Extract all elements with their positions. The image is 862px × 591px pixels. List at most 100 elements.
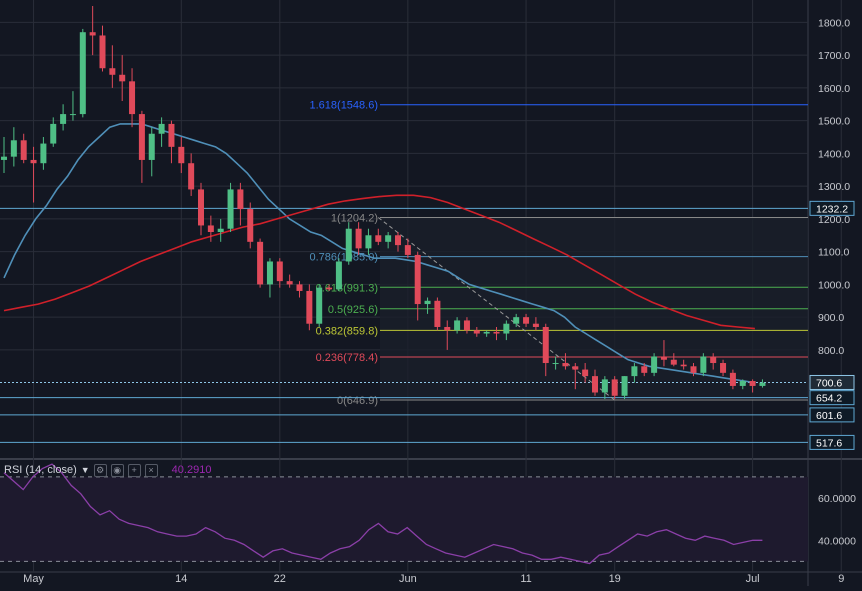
price-tick-label: 1200.0 [818, 214, 850, 226]
time-tick-label: Jun [399, 573, 417, 585]
price-level-label: 654.2 [816, 393, 842, 405]
price-level-label: 1232.2 [816, 203, 848, 215]
eye-icon[interactable]: ◉ [110, 463, 124, 477]
candle-body [335, 261, 342, 290]
moving-average-fast [3, 123, 756, 384]
candle-body [552, 363, 559, 365]
candle-body [345, 228, 352, 262]
candle-body [99, 35, 106, 69]
candle-body [178, 146, 185, 164]
candle-body [641, 366, 648, 373]
time-tick-label: 14 [175, 573, 187, 585]
price-tick-label: 1600.0 [818, 83, 850, 95]
fib-level-label: 1.618(1548.6) [310, 100, 379, 112]
price-level-badge [809, 434, 855, 450]
candle-body [414, 254, 421, 305]
candle-body [680, 364, 687, 367]
candle-body [395, 235, 401, 246]
candle-body [631, 366, 638, 377]
candle-body [296, 284, 303, 291]
rsi-panel: 60.0000 40.0000 [0, 463, 856, 565]
candle-body [621, 376, 628, 396]
candle-body [316, 287, 323, 324]
price-level-label: 700.6 [816, 377, 842, 389]
price-tick-label: 1800.0 [818, 17, 850, 29]
price-level-label: 601.6 [816, 410, 842, 422]
candle-body [375, 235, 382, 242]
candle-body [572, 366, 579, 370]
candle-body [611, 379, 618, 396]
candle-body [69, 114, 76, 116]
candle-body [601, 379, 608, 393]
candle-body [129, 81, 136, 115]
price-tick-label: 1700.0 [818, 50, 850, 62]
chevron-down-icon[interactable]: ▼ [80, 465, 90, 475]
candle-body [148, 133, 155, 160]
fib-level-label: 0(646.9) [337, 395, 378, 407]
candle-body [355, 228, 362, 249]
price-tick-label: 800.0 [818, 345, 844, 357]
candle-body [404, 245, 411, 255]
rsi-tick-label: 40.0000 [818, 535, 856, 547]
rsi-label[interactable]: RSI (14, close) [4, 464, 77, 476]
candle-body [424, 300, 431, 305]
candle-body [30, 159, 37, 164]
rsi-toolbar: RSI (14, close) ▼ ⚙ ◉ + × 40.2910 [4, 462, 211, 478]
price-level-badge [809, 374, 855, 390]
candle-body [79, 32, 86, 115]
candle-body [434, 300, 441, 327]
time-axis[interactable]: May 14 22 Jun 11 19 Jul 9 [23, 573, 844, 585]
candle-body [739, 381, 746, 386]
candle-body [651, 356, 658, 373]
time-tick-label: 19 [609, 573, 621, 585]
candle-body [759, 382, 766, 386]
horizontal-levels[interactable]: 1232.2 700.6 654.2 601.6 517.6 [0, 200, 855, 450]
candle-body [40, 143, 47, 164]
ma-slow-line [3, 194, 755, 330]
candle-body [10, 140, 17, 157]
candle-body [729, 372, 736, 386]
close-icon[interactable]: × [144, 463, 158, 477]
time-tick-label: 11 [520, 573, 531, 585]
candle-body [247, 209, 254, 242]
candle-body [385, 235, 392, 242]
candle-body [513, 317, 520, 324]
candle-body [710, 356, 717, 364]
candle-body [473, 330, 480, 334]
time-tick-label: 9 [838, 573, 844, 585]
price-tick-label: 900.0 [818, 312, 844, 324]
time-tick-label: 22 [274, 573, 286, 585]
fibonacci-retracement[interactable]: 0(646.9) 0.236(778.4) 0.382(859.8) 0.5(925.… [310, 100, 809, 407]
candle-body [503, 323, 510, 334]
moving-average-slow [3, 194, 755, 330]
price-tick-label: 1500.0 [818, 116, 850, 128]
candle-body [207, 225, 214, 232]
fib-level-label: 0.5(925.6) [328, 304, 378, 316]
candle-body [562, 363, 569, 367]
candle-body [542, 326, 549, 364]
fib-level-label: 0.382(859.8) [316, 325, 378, 337]
candle-body [158, 123, 165, 134]
candle-body [60, 114, 67, 124]
price-tick-label: 1100.0 [818, 247, 849, 259]
candle-body [463, 320, 470, 331]
settings-icon[interactable]: ⚙ [93, 463, 107, 477]
candle-body [109, 68, 116, 75]
price-level-badge [809, 200, 855, 216]
rsi-line [3, 463, 763, 565]
plus-icon[interactable]: + [127, 463, 141, 477]
time-tick-label: May [23, 573, 44, 585]
candle-body [50, 123, 57, 144]
candle-body [582, 369, 589, 377]
price-tick-label: 1400.0 [818, 148, 850, 160]
price-axis[interactable]: 1800.0 1700.0 1600.0 1500.0 1400.0 1300.0 1200… [818, 17, 850, 357]
price-level-label: 517.6 [816, 437, 842, 449]
candle-body [670, 359, 677, 365]
candle-body [237, 189, 244, 210]
candle-body [690, 366, 697, 373]
candle-body [523, 317, 530, 324]
candle-body [276, 261, 283, 282]
candle-body [532, 323, 539, 327]
